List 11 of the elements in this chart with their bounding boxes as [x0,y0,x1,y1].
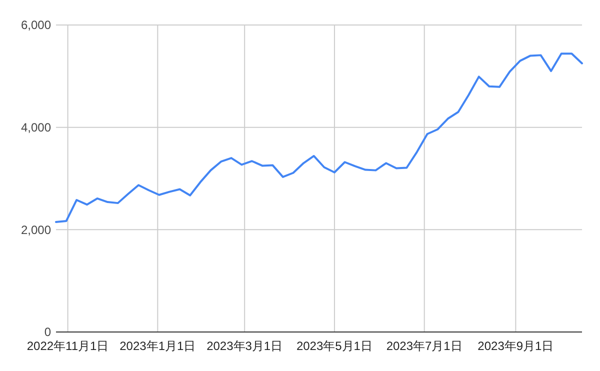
y-tick-label: 4,000 [20,120,52,135]
x-tick-label: 2023年3月1日 [206,339,283,353]
x-tick-label: 2023年5月1日 [296,339,372,353]
y-tick-label: 2,000 [20,222,52,237]
x-tick-label: 2023年1月1日 [120,339,196,353]
x-tick-label: 2023年7月1日 [386,339,462,353]
y-tick-label: 0 [44,325,52,340]
line-series [55,52,583,223]
x-tick-label: 2023年9月1日 [478,339,554,353]
x-tick-label: 2022年11月1日 [26,339,109,353]
y-tick-label: 6,000 [20,18,52,32]
